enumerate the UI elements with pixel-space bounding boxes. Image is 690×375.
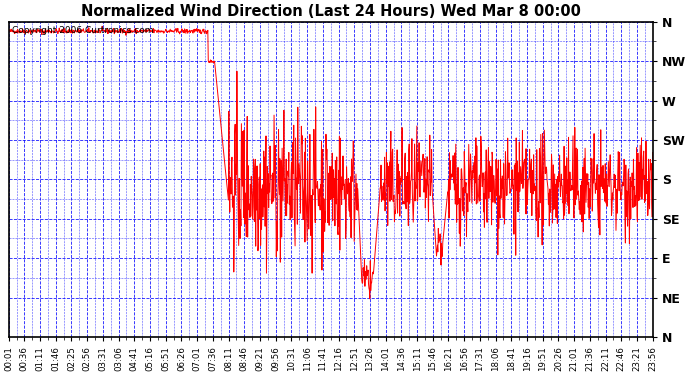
Text: Copyright 2006 Curtronics.com: Copyright 2006 Curtronics.com	[12, 27, 153, 36]
Title: Normalized Wind Direction (Last 24 Hours) Wed Mar 8 00:00: Normalized Wind Direction (Last 24 Hours…	[81, 4, 580, 19]
